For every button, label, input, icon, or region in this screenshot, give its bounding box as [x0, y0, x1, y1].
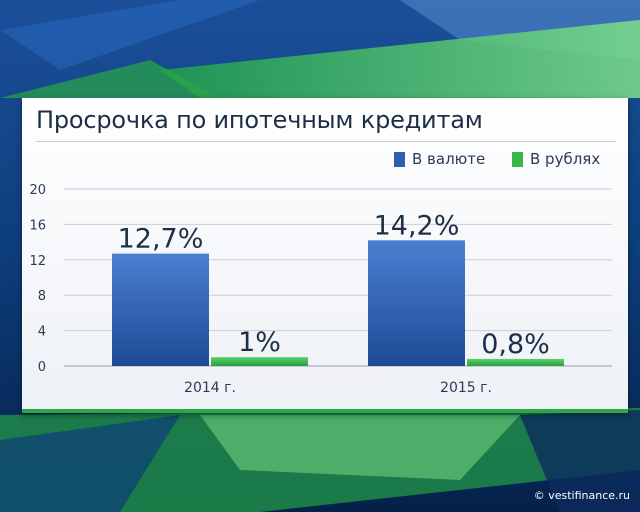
title-divider [36, 141, 616, 142]
data-label: 14,2% [374, 210, 460, 241]
legend-label-currency: В валюте [412, 150, 486, 168]
chart-panel: Просрочка по ипотечным кредитам В валюте… [22, 98, 628, 413]
bar-chart: 0 4 8 12 16 20 12,7% 1% 14,2% 0,8% 2014 г. 2015 г… [29, 183, 612, 396]
x-axis-labels: 2014 г. 2015 г. [184, 380, 492, 396]
legend-label-rubles: В рублях [530, 150, 601, 168]
y-tick-label: 20 [29, 183, 46, 198]
data-label: 1% [238, 327, 281, 358]
bar-currency-0 [112, 253, 209, 366]
watermark-text: © vestifinance.ru [533, 489, 630, 502]
bar-rubles-1 [467, 358, 564, 366]
chart-title: Просрочка по ипотечным кредитам [36, 106, 483, 134]
y-tick-label: 4 [38, 325, 46, 340]
bar-rubles-0 [211, 357, 308, 366]
y-tick-label: 16 [29, 218, 46, 233]
y-tick-label: 8 [38, 289, 46, 304]
bar-currency-1 [368, 240, 465, 366]
legend-swatch-blue [394, 151, 405, 167]
bar-labels: 12,7% 1% 14,2% 0,8% [118, 210, 550, 360]
x-tick-label: 2015 г. [440, 380, 492, 396]
bars [112, 240, 564, 366]
legend-item-currency: В валюте [394, 150, 485, 168]
y-tick-label: 12 [29, 254, 46, 269]
data-label: 0,8% [481, 329, 550, 360]
x-tick-label: 2014 г. [184, 380, 236, 396]
data-label: 12,7% [118, 224, 204, 255]
y-tick-label: 0 [38, 360, 46, 375]
legend-item-rubles: В рублях [512, 150, 600, 168]
y-axis-ticks: 0 4 8 12 16 20 [29, 183, 46, 375]
legend-swatch-green [512, 151, 523, 167]
